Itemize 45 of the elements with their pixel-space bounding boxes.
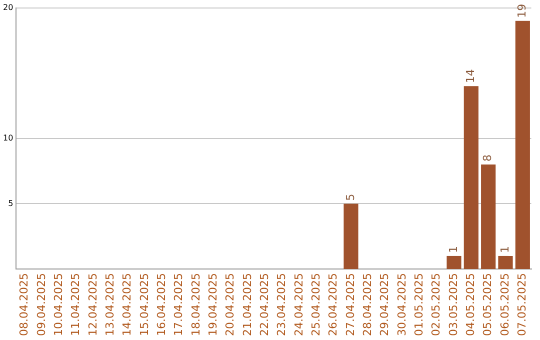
x-tick-label: 12.04.2025 xyxy=(86,273,100,336)
x-tick-label: 14.04.2025 xyxy=(120,273,134,336)
data-label: 5 xyxy=(344,194,357,201)
x-tick-label: 21.04.2025 xyxy=(240,273,254,336)
data-label: 8 xyxy=(481,154,494,162)
x-tick-label: 24.04.2025 xyxy=(292,273,306,336)
x-tick-label: 18.04.2025 xyxy=(189,273,202,336)
x-tick-label: 20.04.2025 xyxy=(224,273,237,336)
x-tick-label: 22.04.2025 xyxy=(258,273,271,336)
x-tick-label: 17.04.2025 xyxy=(172,273,186,336)
x-tick-label: 28.04.2025 xyxy=(361,273,374,336)
x-tick-label: 27.04.2025 xyxy=(344,273,357,336)
bar xyxy=(498,256,513,270)
x-tick-label: 25.04.2025 xyxy=(309,273,322,336)
x-tick-label: 15.04.2025 xyxy=(138,273,151,336)
x-tick-label: 03.05.2025 xyxy=(446,273,460,336)
x-tick-label: 04.05.2025 xyxy=(464,273,478,336)
bar xyxy=(481,164,496,270)
x-tick-label: 13.04.2025 xyxy=(103,273,116,336)
x-tick-label: 08.04.2025 xyxy=(18,273,31,336)
bar xyxy=(344,204,358,270)
x-tick-label: 11.04.2025 xyxy=(69,273,82,336)
bar xyxy=(446,256,462,270)
x-tick-label: 23.04.2025 xyxy=(275,273,288,336)
x-tick-label: 10.04.2025 xyxy=(52,273,65,336)
data-label: 1 xyxy=(498,246,512,253)
y-tick-label: 10 xyxy=(2,133,14,142)
x-tick-label: 05.05.2025 xyxy=(481,273,494,336)
x-tick-label: 29.04.2025 xyxy=(378,273,392,336)
x-tick-label: 26.04.2025 xyxy=(326,273,340,336)
x-tick-label: 06.05.2025 xyxy=(498,273,512,336)
data-label: 19 xyxy=(516,4,529,18)
x-tick-label: 30.04.2025 xyxy=(395,273,408,336)
bar xyxy=(464,86,478,270)
x-tick-label: 02.05.2025 xyxy=(430,273,443,336)
data-label: 1 xyxy=(446,246,460,253)
bar xyxy=(515,20,530,270)
y-tick-label: 20 xyxy=(2,2,14,12)
x-tick-label: 09.04.2025 xyxy=(34,273,48,336)
y-tick-label: 5 xyxy=(8,198,14,208)
x-tick-label: 07.05.2025 xyxy=(516,273,529,336)
x-tick-label: 16.04.2025 xyxy=(154,273,168,336)
x-tick-label: 01.05.2025 xyxy=(412,273,426,336)
data-label: 14 xyxy=(464,69,478,84)
x-tick-label: 19.04.2025 xyxy=(206,273,220,336)
